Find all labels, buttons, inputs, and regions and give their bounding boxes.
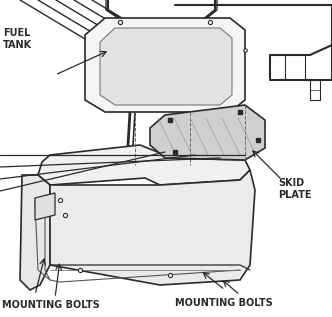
Polygon shape — [150, 105, 265, 160]
Polygon shape — [100, 28, 232, 105]
Polygon shape — [85, 18, 245, 112]
Text: SKID
PLATE: SKID PLATE — [278, 178, 311, 200]
Polygon shape — [50, 170, 255, 285]
Text: MOUNTING BOLTS: MOUNTING BOLTS — [175, 298, 273, 308]
Text: MOUNTING BOLTS: MOUNTING BOLTS — [2, 300, 100, 310]
Polygon shape — [38, 145, 250, 185]
Polygon shape — [35, 193, 55, 220]
Polygon shape — [20, 175, 50, 290]
Text: FUEL
TANK: FUEL TANK — [3, 28, 32, 49]
